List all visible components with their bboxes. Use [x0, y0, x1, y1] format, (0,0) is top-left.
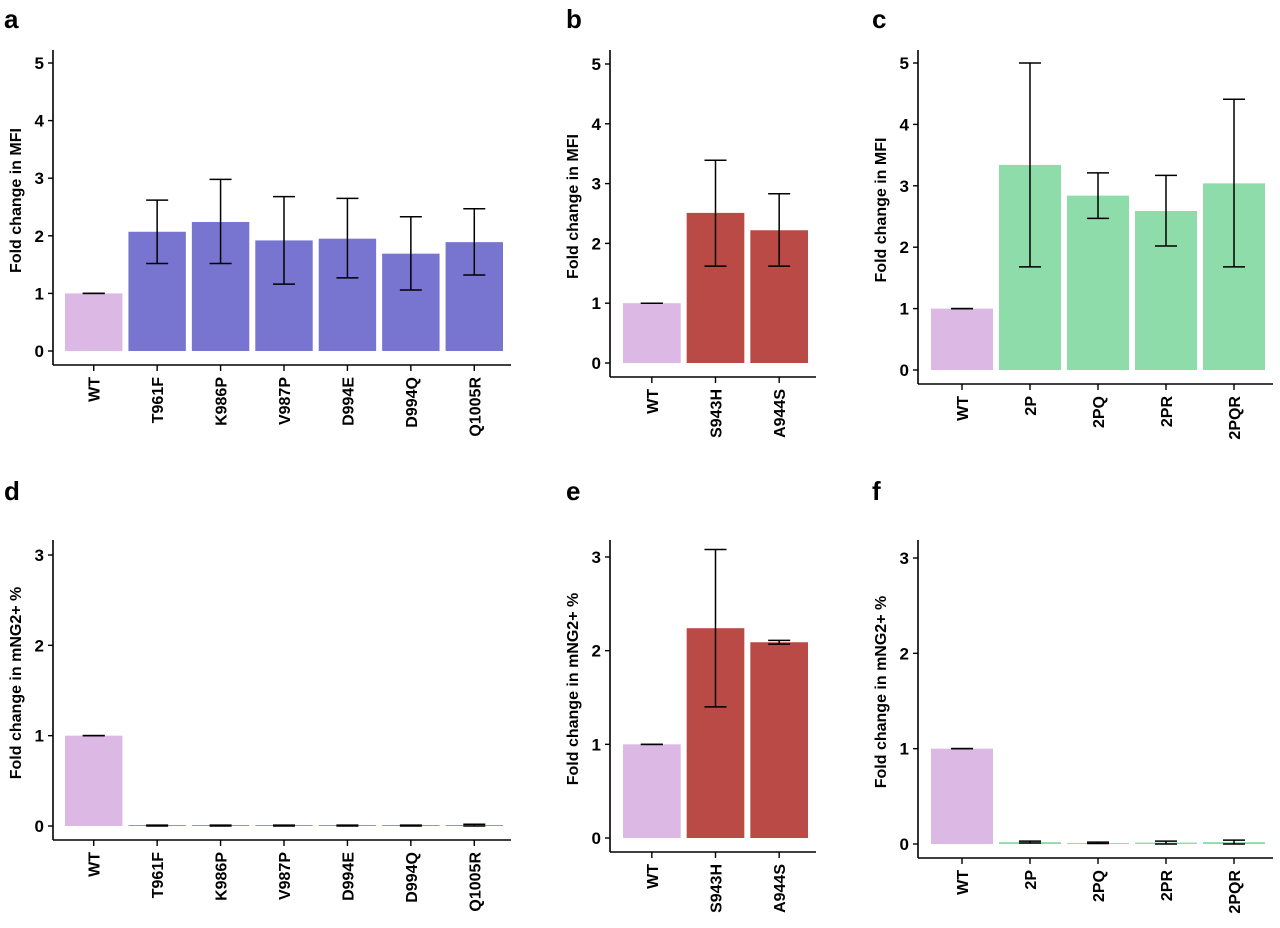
y-tick-label: 0 — [592, 829, 601, 848]
x-tick-label: WT — [955, 870, 972, 895]
y-tick-label: 1 — [35, 284, 44, 303]
x-tick-label: WT — [87, 377, 104, 402]
panel-d: d 0 1 2 3 Fold change in mNG2+ % WT T961F K986P V… — [4, 476, 511, 912]
y-tick-label: 1 — [592, 294, 601, 313]
y-tick-label: 3 — [592, 548, 601, 567]
x-tick-label: WT — [955, 396, 972, 421]
y-tick-label: 0 — [900, 361, 909, 380]
panel-e: e 0 1 2 3 Fold change in mNG2+ % WT S943H A944S — [565, 476, 816, 913]
y-tick-label: 0 — [900, 835, 909, 854]
x-tick-label: 2PR — [1159, 870, 1176, 902]
x-tick-label: D994E — [340, 852, 357, 901]
x-tick-label: T961F — [150, 852, 167, 898]
bar-WT — [931, 748, 993, 844]
y-tick-label: 5 — [35, 54, 44, 73]
y-tick-label: 0 — [592, 354, 601, 373]
x-tick-label: K986P — [214, 377, 231, 426]
y-tick-label: 1 — [900, 740, 909, 759]
panel-b: b 0 1 2 3 4 5 Fold change in MFI WT S943H A944S — [565, 4, 816, 438]
bar-2PQ — [1067, 195, 1129, 370]
y-tick-label: 2 — [35, 636, 44, 655]
x-tick-label: 2PQR — [1227, 396, 1244, 440]
bar-A944S — [750, 642, 808, 838]
bar-WT — [623, 744, 681, 838]
y-tick-label: 2 — [35, 227, 44, 246]
y-axis-label: Fold change in MFI — [873, 138, 890, 283]
bar-WT — [65, 293, 123, 351]
x-tick-label: 2PQ — [1091, 396, 1108, 428]
panel-letter: d — [4, 476, 20, 506]
x-tick-label: WT — [645, 389, 662, 414]
y-tick-label: 3 — [592, 175, 601, 194]
y-tick-label: 2 — [592, 642, 601, 661]
x-tick-label: D994Q — [404, 377, 421, 428]
x-tick-label: V987P — [277, 852, 294, 900]
panel-letter: f — [872, 476, 881, 506]
bar-WT — [623, 303, 681, 363]
x-tick-label: A944S — [772, 864, 789, 913]
y-tick-label: 1 — [900, 300, 909, 319]
x-tick-label: Q1005R — [467, 852, 484, 912]
y-axis-label: Fold change in mNG2+ % — [8, 587, 25, 779]
panel-letter: c — [872, 4, 886, 34]
x-tick-label: S943H — [709, 864, 726, 913]
bar-WT — [65, 735, 123, 826]
x-tick-label: 2P — [1023, 870, 1040, 890]
y-axis-label: Fold change in mNG2+ % — [565, 593, 582, 785]
x-tick-label: K986P — [214, 852, 231, 901]
y-tick-label: 0 — [35, 342, 44, 361]
y-tick-label: 2 — [592, 234, 601, 253]
y-tick-label: 3 — [35, 546, 44, 565]
panel-letter: e — [566, 476, 580, 506]
y-tick-label: 4 — [900, 115, 910, 134]
x-tick-label: WT — [645, 864, 662, 889]
x-tick-label: D994Q — [404, 852, 421, 903]
x-tick-label: S943H — [709, 389, 726, 438]
x-tick-label: A944S — [772, 389, 789, 438]
y-tick-label: 3 — [35, 169, 44, 188]
panel-f: f 0 1 2 3 Fold change in mNG2+ % WT 2P 2PQ 2PR 2PQ… — [872, 476, 1273, 914]
x-tick-label: D994E — [340, 377, 357, 426]
x-tick-label: 2PQ — [1091, 870, 1108, 902]
y-axis-label: Fold change in mNG2+ % — [873, 596, 890, 788]
y-tick-label: 5 — [592, 55, 601, 74]
x-tick-label: 2PQR — [1227, 870, 1244, 914]
bar-WT — [931, 308, 993, 370]
y-tick-label: 4 — [592, 115, 602, 134]
y-tick-label: 1 — [592, 735, 601, 754]
y-tick-label: 2 — [900, 238, 909, 257]
y-tick-label: 3 — [900, 549, 909, 568]
y-tick-label: 4 — [35, 112, 45, 131]
y-axis-label: Fold change in MFI — [565, 134, 582, 279]
panel-letter: b — [566, 4, 582, 34]
y-tick-label: 3 — [900, 177, 909, 196]
x-tick-label: T961F — [150, 377, 167, 423]
panel-a: a 0 1 2 3 4 5 Fold change in MFI WT T961F K986P V98… — [4, 4, 511, 437]
x-tick-label: WT — [87, 852, 104, 877]
panel-c: c 0 1 2 3 4 5 Fold change in MFI WT 2P 2PQ 2PR 2PQR — [872, 4, 1273, 440]
y-tick-label: 0 — [35, 817, 44, 836]
x-tick-label: Q1005R — [467, 377, 484, 437]
y-axis-label: Fold change in MFI — [8, 128, 25, 273]
y-tick-label: 1 — [35, 727, 44, 746]
x-tick-label: 2PR — [1159, 396, 1176, 428]
x-tick-label: 2P — [1023, 396, 1040, 416]
x-tick-label: V987P — [277, 377, 294, 425]
panel-letter: a — [4, 4, 19, 34]
y-tick-label: 2 — [900, 644, 909, 663]
y-tick-label: 5 — [900, 54, 909, 73]
